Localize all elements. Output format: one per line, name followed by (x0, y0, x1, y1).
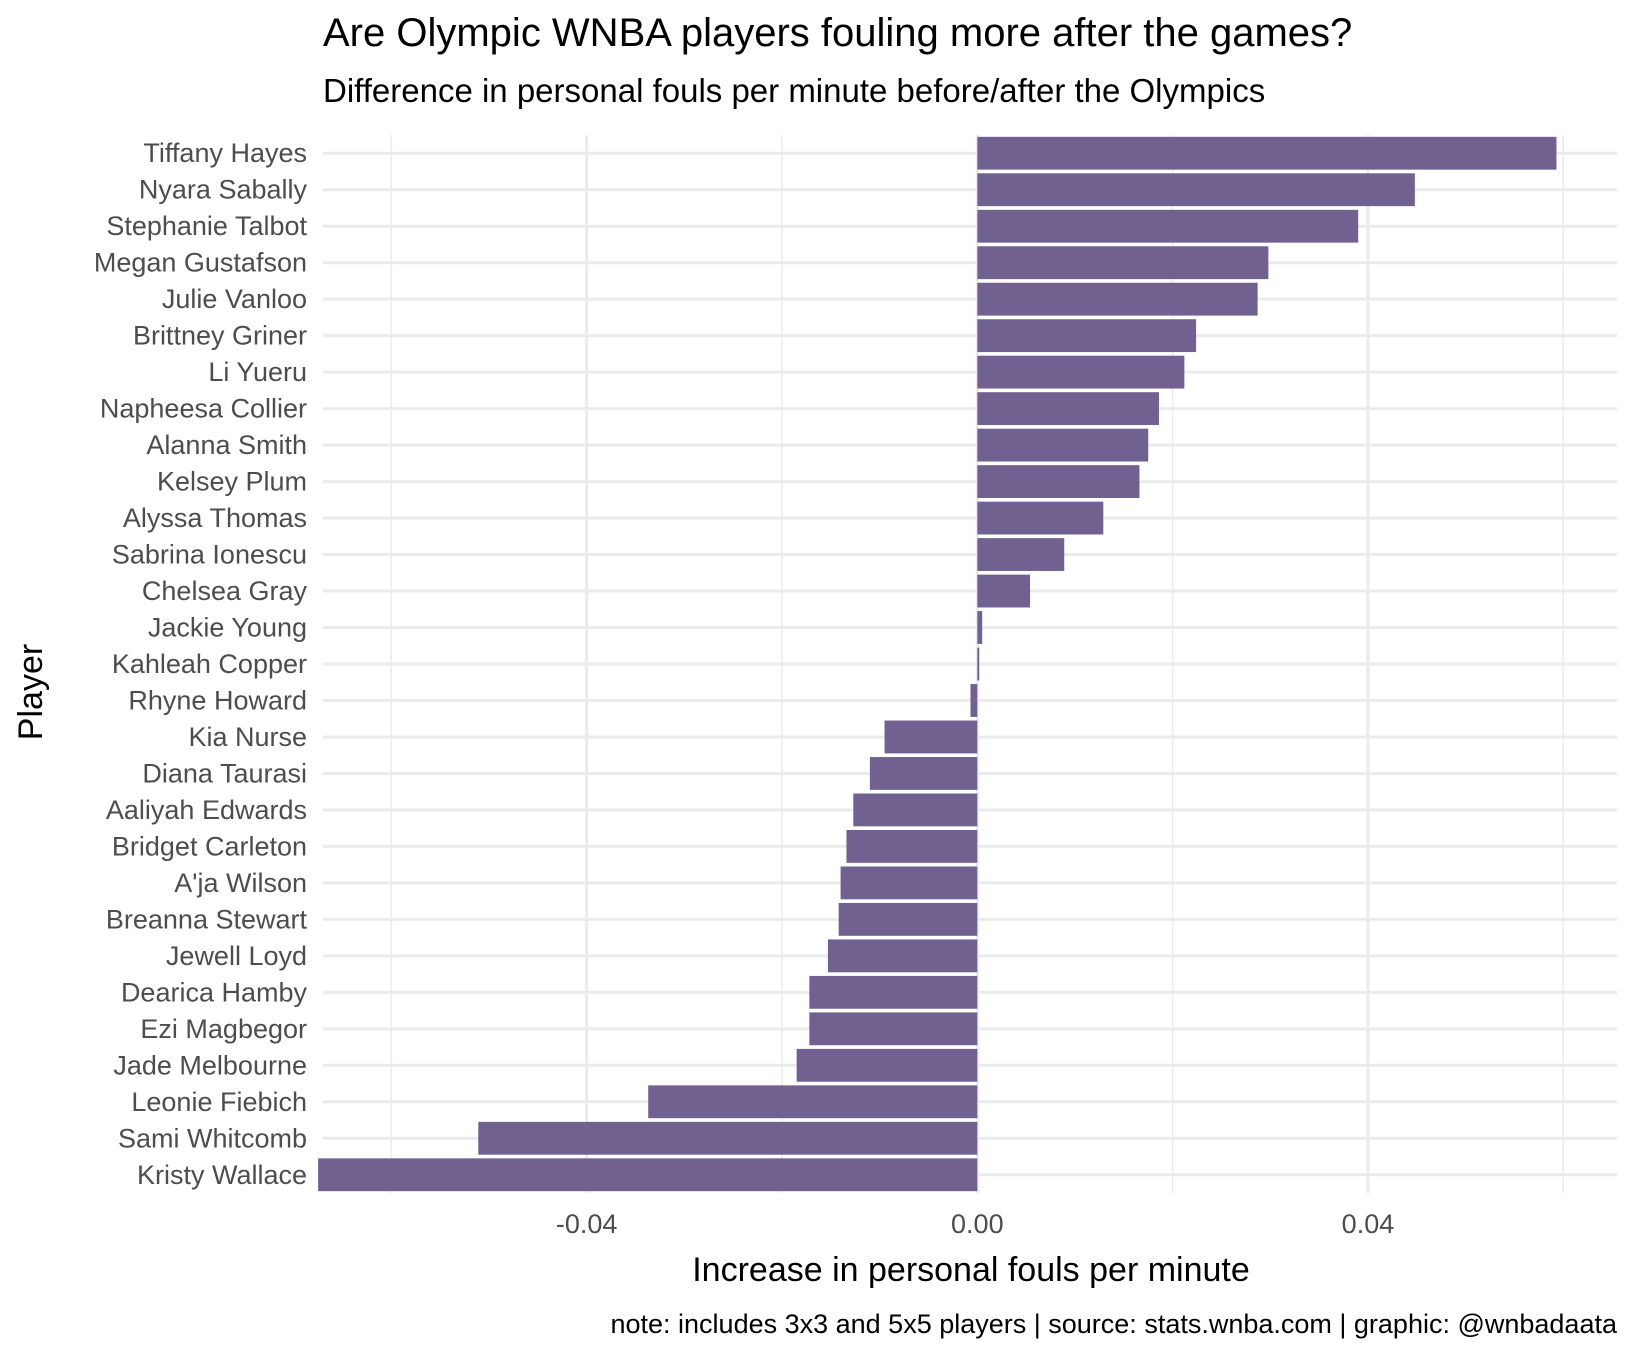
bar-li-yueru (977, 355, 1185, 389)
y-tick-label: A'ja Wilson (174, 868, 307, 898)
y-tick-label: Kahleah Copper (112, 649, 307, 679)
y-tick-label: Stephanie Talbot (106, 211, 307, 241)
chart-caption: note: includes 3x3 and 5x5 players | sou… (610, 1309, 1617, 1339)
bar-kia-nurse (884, 720, 978, 754)
y-tick-label: Bridget Carleton (112, 831, 307, 861)
bar-chelsea-gray (977, 574, 1031, 608)
bar-diana-taurasi (869, 757, 978, 790)
bar-nyara-sabally (977, 173, 1415, 207)
chart-title: Are Olympic WNBA players fouling more af… (323, 11, 1352, 55)
bar-ezi-magbegor (809, 1012, 978, 1046)
bars (318, 136, 1557, 1192)
y-tick-label: Jade Melbourne (113, 1050, 307, 1080)
bar-stephanie-talbot (977, 209, 1359, 243)
bar-sami-whitcomb (478, 1121, 978, 1155)
y-tick-label: Brittney Griner (133, 321, 307, 351)
y-tick-label: Megan Gustafson (94, 248, 307, 278)
y-tick-label: Dearica Hamby (121, 977, 308, 1007)
y-tick-label: Sami Whitcomb (118, 1123, 307, 1153)
bar-tiffany-hayes (977, 136, 1557, 170)
y-tick-label: Sabrina Ionescu (112, 540, 307, 570)
y-tick-label: Breanna Stewart (106, 904, 308, 934)
bar-aaliyah-edwards (853, 793, 978, 827)
y-tick-label: Napheesa Collier (100, 394, 307, 424)
y-tick-label: Nyara Sabally (139, 175, 308, 205)
x-tick-labels: -0.04 0.00 0.04 (556, 1209, 1394, 1239)
bar-megan-gustafson (977, 246, 1269, 280)
y-tick-label: Chelsea Gray (142, 576, 308, 606)
bar-jackie-young (977, 611, 983, 644)
bar-leonie-fiebich (648, 1085, 978, 1119)
bar-napheesa-collier (977, 392, 1159, 426)
x-tick-label: 0.00 (951, 1209, 1004, 1239)
bar-a-ja-wilson (840, 866, 978, 900)
y-axis-title: Player (12, 644, 50, 740)
y-tick-label: Diana Taurasi (142, 758, 307, 788)
x-tick-label: -0.04 (556, 1209, 618, 1239)
bar-bridget-carleton (846, 829, 978, 863)
bar-alyssa-thomas (977, 501, 1104, 535)
bar-rhyne-howard (970, 684, 978, 717)
y-tick-label: Kelsey Plum (157, 467, 307, 497)
y-tick-label: Alanna Smith (146, 430, 307, 460)
y-tick-label: Jewell Loyd (166, 941, 307, 971)
bar-kahleah-copper (977, 647, 980, 681)
chart-subtitle: Difference in personal fouls per minute … (323, 72, 1265, 109)
y-tick-label: Kia Nurse (188, 722, 307, 752)
y-tick-label: Ezi Magbegor (140, 1014, 307, 1044)
bar-sabrina-ionescu (977, 538, 1065, 571)
y-tick-label: Kristy Wallace (137, 1160, 307, 1190)
y-tick-labels: Tiffany Hayes Nyara Sabally Stephanie Talb… (94, 138, 308, 1190)
y-tick-label: Leonie Fiebich (131, 1087, 307, 1117)
bar-kristy-wallace (318, 1158, 978, 1192)
y-tick-label: Aaliyah Edwards (106, 795, 307, 825)
bar-jewell-loyd (827, 939, 978, 973)
bar-dearica-hamby (809, 975, 978, 1009)
bar-alanna-smith (977, 428, 1149, 462)
y-tick-label: Rhyne Howard (128, 685, 307, 715)
x-axis-title: Increase in personal fouls per minute (692, 1251, 1250, 1289)
y-tick-label: Alyssa Thomas (123, 503, 307, 533)
bar-brittney-griner (977, 319, 1197, 353)
y-tick-label: Li Yueru (208, 357, 307, 387)
y-tick-label: Julie Vanloo (162, 284, 307, 314)
bar-breanna-stewart (838, 902, 978, 936)
bar-jade-melbourne (796, 1048, 978, 1082)
bar-julie-vanloo (977, 282, 1258, 316)
y-tick-label: Tiffany Hayes (143, 138, 307, 168)
y-tick-label: Jackie Young (148, 613, 307, 643)
x-tick-label: 0.04 (1342, 1209, 1395, 1239)
bar-kelsey-plum (977, 465, 1140, 499)
